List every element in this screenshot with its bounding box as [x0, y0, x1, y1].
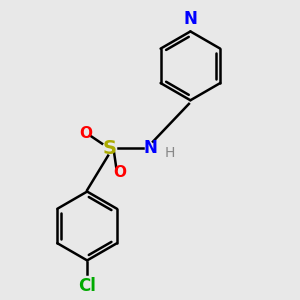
Text: N: N [143, 139, 157, 157]
Text: H: H [164, 146, 175, 160]
Text: Cl: Cl [78, 277, 96, 295]
Text: S: S [103, 139, 117, 158]
Text: O: O [79, 126, 92, 141]
Text: N: N [184, 10, 197, 28]
Text: O: O [114, 165, 127, 180]
